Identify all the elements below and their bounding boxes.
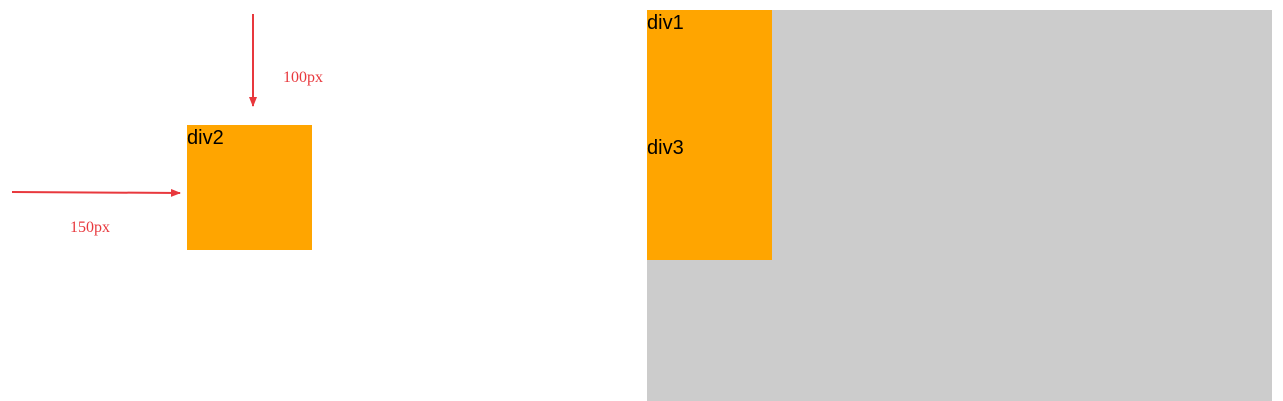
div2-box: div2 bbox=[187, 125, 312, 250]
left-offset-arrow bbox=[11, 188, 181, 197]
div2-label: div2 bbox=[187, 127, 224, 149]
div3-label: div3 bbox=[647, 137, 684, 159]
div1-label: div1 bbox=[647, 12, 684, 34]
div1-box: div1 bbox=[647, 10, 772, 260]
left-offset-label: 150px bbox=[70, 219, 110, 236]
top-offset-label: 100px bbox=[283, 69, 323, 86]
